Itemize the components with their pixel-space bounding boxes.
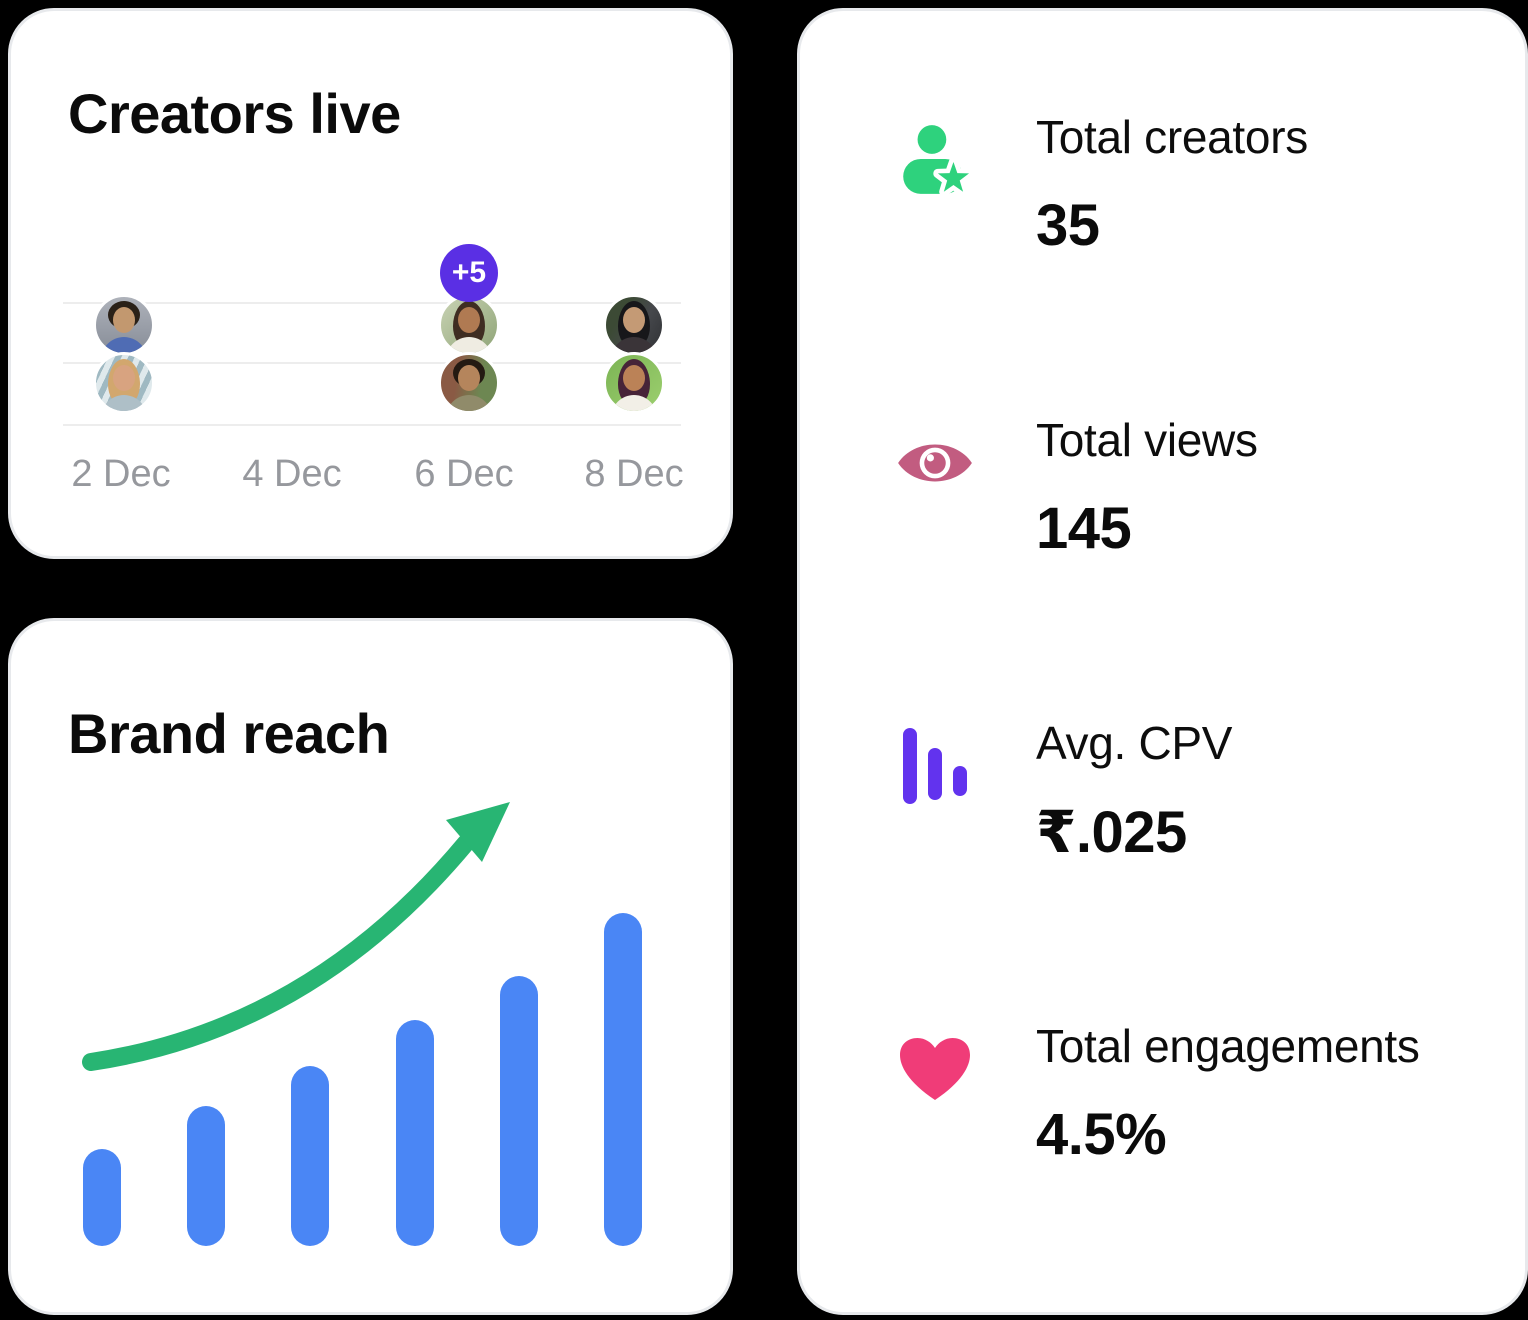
gridline: [63, 424, 681, 426]
avatar-shirt: [446, 337, 492, 353]
reach-bar: [83, 1149, 121, 1246]
brand-reach-title: Brand reach: [68, 702, 390, 765]
reach-bar: [187, 1106, 225, 1246]
stat-text: Avg. CPV ₹.025: [1036, 714, 1232, 866]
stat-text: Total creators 35: [1036, 108, 1308, 259]
x-axis-label: 8 Dec: [584, 453, 684, 495]
growth-arrow-line: [82, 834, 475, 1071]
x-axis-label: 2 Dec: [71, 453, 171, 495]
stat-value: 35: [1036, 193, 1100, 258]
heart-icon: [900, 1038, 970, 1100]
reach-bar: [604, 913, 642, 1246]
avatar-shirt: [611, 395, 657, 411]
stat-row-total-creators: Total creators 35: [887, 108, 1485, 259]
stat-label: Total creators: [1036, 111, 1308, 163]
avatar-face: [113, 365, 135, 391]
stat-icon-box: [887, 108, 983, 212]
stat-label: Total views: [1036, 414, 1258, 466]
avatar-shirt: [101, 337, 147, 353]
avatar-shirt: [611, 337, 657, 353]
stat-icon-box: [887, 411, 983, 515]
growth-arrow-head: [446, 802, 510, 862]
avatar-shirt: [101, 395, 147, 411]
creator-avatar-photo[interactable]: [93, 294, 155, 356]
stat-icon-box: [887, 1017, 983, 1121]
x-axis-label: 6 Dec: [414, 453, 514, 495]
stat-label: Total engagements: [1036, 1020, 1420, 1072]
creator-avatar-photo[interactable]: [438, 352, 500, 414]
gridline: [63, 302, 681, 304]
stats-card: Total creators 35 Total views 145: [797, 8, 1528, 1315]
stat-value: 145: [1036, 496, 1132, 561]
eye-icon: [898, 444, 972, 482]
creator-avatar-photo[interactable]: [603, 294, 665, 356]
gridline: [63, 362, 681, 364]
reach-bar: [396, 1020, 434, 1246]
reach-bars-group: [83, 913, 642, 1246]
stat-row-avg-cpv: Avg. CPV ₹.025: [887, 714, 1485, 866]
stat-row-total-views: Total views 145: [887, 411, 1485, 562]
stat-value: ₹.025: [1036, 800, 1187, 865]
user-star-icon: [903, 125, 974, 197]
avatar-face: [623, 365, 645, 391]
reach-bar: [291, 1066, 329, 1246]
creator-avatar-photo[interactable]: [438, 294, 500, 356]
reach-bar: [500, 976, 538, 1246]
avatar-face: [113, 307, 135, 333]
x-axis-label: 4 Dec: [242, 453, 342, 495]
avatar-face: [458, 307, 480, 333]
stat-value: 4.5%: [1036, 1102, 1167, 1167]
avatar-face: [623, 307, 645, 333]
avatar-face: [458, 365, 480, 391]
stat-text: Total engagements 4.5%: [1036, 1017, 1420, 1168]
stat-text: Total views 145: [1036, 411, 1258, 562]
avatar-shirt: [446, 395, 492, 411]
creator-avatar-photo[interactable]: [603, 352, 665, 414]
more-creators-badge[interactable]: +5: [440, 244, 498, 302]
bar-chart-icon: [903, 728, 967, 804]
stat-icon-box: [887, 714, 983, 818]
stat-row-total-engagements: Total engagements 4.5%: [887, 1017, 1485, 1168]
creators-live-card: Creators live +5 2 Dec 4 Dec 6 Dec 8 Dec: [8, 8, 733, 559]
brand-reach-card: Brand reach: [8, 618, 733, 1315]
creator-avatar-photo[interactable]: [93, 352, 155, 414]
creators-live-title: Creators live: [68, 82, 401, 145]
brand-reach-chart: [82, 802, 642, 1246]
stat-label: Avg. CPV: [1036, 717, 1233, 769]
